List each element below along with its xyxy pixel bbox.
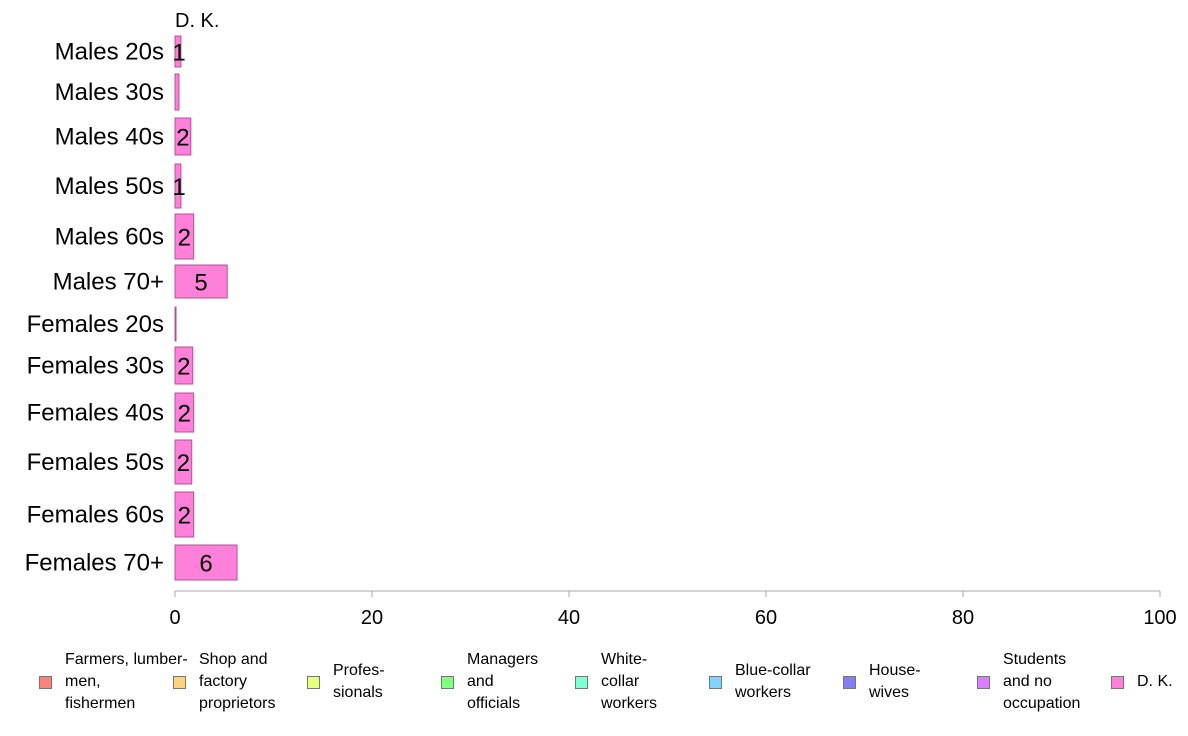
x-tick-label: 60 bbox=[755, 607, 777, 629]
category-label: Males 20s bbox=[55, 39, 164, 66]
legend-item: Shop and factory proprietors bbox=[173, 636, 275, 728]
legend-swatch bbox=[39, 675, 52, 689]
bar bbox=[174, 491, 195, 538]
x-tick-label: 40 bbox=[558, 607, 580, 629]
data-label: 2 bbox=[177, 450, 190, 477]
legend-label: Blue-collar workers bbox=[735, 662, 811, 701]
legend-swatch bbox=[575, 675, 588, 689]
legend-swatch bbox=[1111, 675, 1124, 689]
bar bbox=[174, 392, 195, 433]
column-header: D. K. bbox=[175, 10, 219, 32]
x-tick-label: 0 bbox=[169, 607, 180, 629]
x-axis: 0 20 40 60 80 100 bbox=[169, 590, 1177, 629]
category-label: Females 60s bbox=[27, 502, 164, 529]
legend-swatch bbox=[173, 675, 186, 689]
legend-label: Shop and factory proprietors bbox=[199, 651, 276, 712]
category-label: Females 30s bbox=[27, 353, 164, 380]
legend-item: D. K. bbox=[1111, 636, 1173, 728]
bar bbox=[174, 439, 193, 485]
data-label: 5 bbox=[194, 270, 207, 297]
data-label: 2 bbox=[176, 125, 189, 152]
data-label: 2 bbox=[178, 503, 191, 530]
bar bbox=[174, 264, 228, 299]
legend-item: Students and no occupation bbox=[977, 636, 1080, 728]
category-label: Females 20s bbox=[27, 311, 164, 338]
legend-item: Blue-collar workers bbox=[709, 636, 811, 728]
legend-label: House- wives bbox=[869, 662, 921, 701]
category-label: Males 60s bbox=[55, 224, 164, 251]
bar bbox=[174, 306, 177, 342]
category-label: Males 70+ bbox=[53, 269, 164, 296]
legend-item: House- wives bbox=[843, 636, 921, 728]
category-label: Males 30s bbox=[55, 79, 164, 106]
data-label: 2 bbox=[177, 354, 190, 381]
legend-item: Profes- sionals bbox=[307, 636, 385, 728]
category-label: Females 70+ bbox=[25, 550, 164, 577]
data-label: 2 bbox=[178, 401, 191, 428]
legend-swatch bbox=[977, 675, 990, 689]
bar bbox=[174, 544, 238, 581]
legend-label: Farmers, lumber- men, fishermen bbox=[65, 651, 188, 712]
category-label: Males 50s bbox=[55, 173, 164, 200]
x-tick-label: 20 bbox=[361, 607, 383, 629]
category-label: Males 40s bbox=[55, 124, 164, 151]
data-label: 1 bbox=[172, 174, 185, 201]
x-tick-label: 100 bbox=[1143, 607, 1176, 629]
legend-label: D. K. bbox=[1137, 673, 1173, 690]
x-tick-label: 80 bbox=[952, 607, 974, 629]
category-label: Females 50s bbox=[27, 449, 164, 476]
legend: Farmers, lumber- men, fishermen Shop and … bbox=[0, 636, 1188, 736]
legend-swatch bbox=[709, 675, 722, 689]
chart: D. K. Males 20s 1 Males 30s Males 40s 2 Males… bbox=[25, 10, 1177, 629]
legend-swatch bbox=[441, 675, 454, 689]
bar bbox=[174, 73, 180, 111]
legend-label: Students and no occupation bbox=[1003, 651, 1081, 712]
legend-swatch bbox=[307, 675, 320, 689]
bar bbox=[174, 346, 194, 385]
legend-label: White- collar workers bbox=[601, 651, 658, 712]
data-label: 2 bbox=[178, 225, 191, 252]
bar bbox=[174, 117, 192, 156]
legend-item: Farmers, lumber- men, fishermen bbox=[39, 636, 188, 728]
data-label: 1 bbox=[172, 40, 185, 67]
bar bbox=[174, 35, 182, 68]
data-label: 6 bbox=[199, 551, 212, 578]
category-label: Females 40s bbox=[27, 400, 164, 427]
legend-swatch bbox=[843, 675, 856, 689]
bar bbox=[174, 213, 195, 260]
legend-label: Profes- sionals bbox=[333, 662, 385, 701]
legend-item: White- collar workers bbox=[575, 636, 657, 728]
bar bbox=[174, 163, 182, 209]
legend-item: Managers and officials bbox=[441, 636, 538, 728]
legend-label: Managers and officials bbox=[467, 651, 539, 712]
